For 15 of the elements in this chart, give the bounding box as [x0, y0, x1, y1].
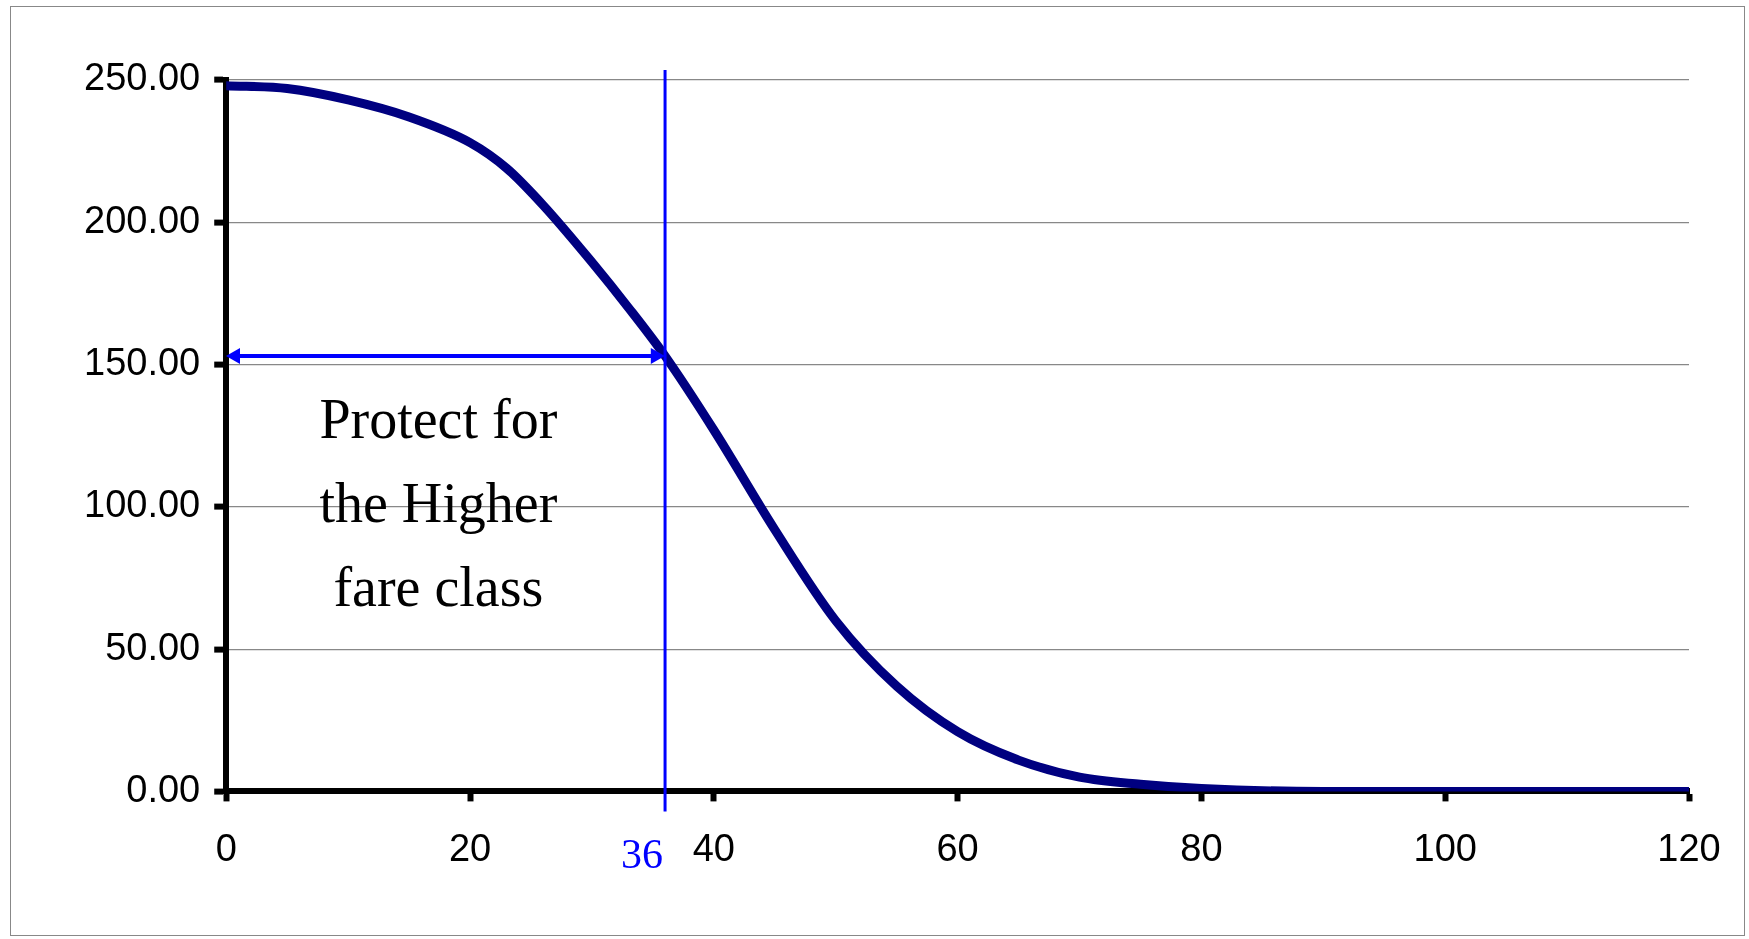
x-tick-label: 40 — [692, 826, 735, 869]
x-tick-label: 0 — [215, 826, 237, 869]
y-tick-label: 250.00 — [83, 56, 201, 99]
y-tick-label: 0.00 — [126, 767, 201, 810]
x-tick-label: 60 — [936, 826, 979, 869]
x-tick-label: 100 — [1413, 826, 1477, 869]
y-tick-label: 50.00 — [105, 625, 201, 668]
y-tick-label: 150.00 — [83, 341, 201, 384]
y-tick-label: 200.00 — [83, 198, 201, 241]
x-tick-label: 20 — [448, 826, 492, 869]
ref-line-label: 36 — [621, 831, 664, 878]
x-tick-label: 80 — [1180, 826, 1223, 869]
x-tick-label: 120 — [1657, 826, 1721, 869]
y-tick-label: 100.00 — [83, 483, 201, 526]
annotation: Protect for the Higher fare class — [319, 387, 558, 618]
